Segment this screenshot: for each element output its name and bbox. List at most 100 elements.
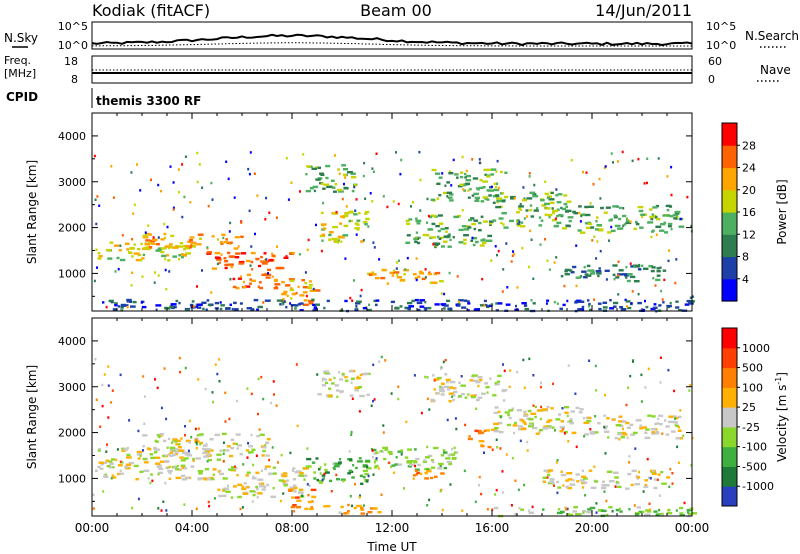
power-cell [655,204,659,208]
power-cell [639,226,644,229]
velocity-cell [316,478,319,482]
power-cell [554,217,557,220]
power-cell [496,199,502,203]
velocity-cell [160,434,163,437]
velocity-cell [359,373,363,377]
power-cell [307,286,312,289]
velocity-cell [604,452,607,455]
velocity-cell [303,478,306,481]
velocity-cell [436,392,440,395]
power-cell [568,209,572,213]
velocity-colorbar-segment [722,486,737,507]
power-cell [415,278,418,282]
velocity-cell [594,431,599,434]
power-cell [211,267,218,270]
velocity-cell [214,433,220,437]
power-cell [283,256,289,259]
power-cell [652,306,658,309]
velocity-cell [305,465,312,468]
velocity-cell [557,508,561,511]
velocity-cell [329,479,333,483]
power-cell [201,301,207,304]
power-cell [587,304,590,308]
power-cell [538,216,542,219]
velocity-echo-band [430,373,508,403]
velocity-cell [174,452,178,456]
velocity-cell [101,383,104,387]
velocity-cell [589,506,596,510]
velocity-cell [655,430,659,434]
power-cell [662,214,666,217]
velocity-cell [317,393,322,396]
power-cell [290,287,293,290]
velocity-cell [205,443,208,446]
power-cell [597,229,604,232]
power-cell [481,277,484,281]
velocity-cell [236,447,239,450]
power-cell [406,222,411,225]
power-cell [444,304,449,307]
power-cell [452,236,455,239]
velocity-cell [461,393,465,396]
power-cell [479,186,484,190]
power-cell [265,276,271,279]
velocity-cell [270,401,273,405]
velocity-cell [607,484,610,487]
velocity-cell [187,454,193,457]
power-cell [538,224,543,227]
velocity-cell [203,444,208,447]
power-cell [408,218,413,221]
velocity-cell [527,409,532,413]
velocity-cell [516,409,522,412]
power-cell [654,216,658,219]
velocity-cell [590,486,597,489]
velocity-cell [677,426,681,429]
power-cell [624,298,627,302]
velocity-cell [428,408,431,411]
velocity-cell [380,355,383,359]
velocity-cell [109,466,113,469]
power-cell [495,170,498,173]
power-cell [126,300,129,303]
power-cell [395,151,397,154]
power-cell [497,186,500,190]
velocity-cell [575,513,582,516]
power-cell [169,305,174,308]
power-cell [486,304,489,308]
power-cell [555,188,558,191]
velocity-cell [552,382,554,386]
power-cell [171,246,178,249]
power-cell [320,211,324,215]
velocity-cell [260,375,263,379]
velocity-cell [484,382,488,385]
power-cell [670,165,673,169]
power-cell [586,264,591,268]
power-cell [496,182,499,185]
velocity-cell [497,374,502,378]
velocity-cell [571,431,577,435]
velocity-cell [679,512,684,515]
velocity-cell [107,416,110,419]
power-colorbar-tick-label: 28 [742,139,756,152]
power-cell [386,282,389,285]
power-cell [211,198,214,201]
power-echo-band [319,210,370,244]
power-cell [450,184,453,187]
power-cell [355,302,361,305]
power-cell [312,309,315,312]
velocity-cell [159,433,165,436]
velocity-cell [164,454,167,457]
velocity-cell [126,453,131,457]
power-cell [152,236,155,239]
power-cell [312,287,315,291]
power-cell [142,253,146,257]
velocity-cell [182,467,188,470]
velocity-cell [652,469,655,473]
velocity-cell [339,378,343,381]
velocity-cell [364,473,369,476]
power-cell [584,205,589,209]
velocity-cell [374,458,378,462]
power-cell [353,184,357,187]
